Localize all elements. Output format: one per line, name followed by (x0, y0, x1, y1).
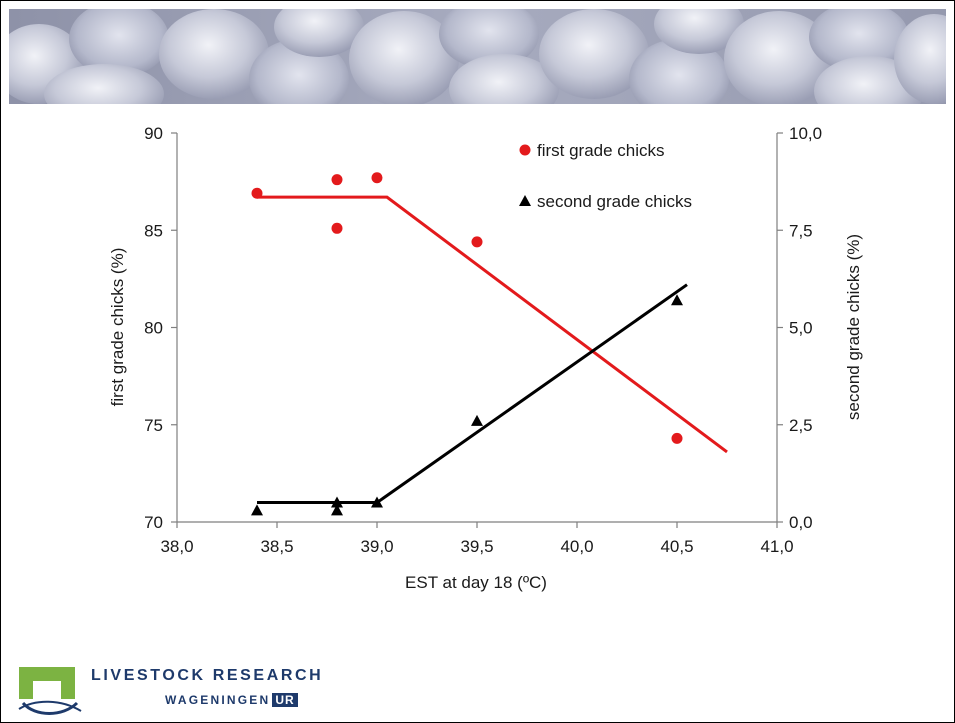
y-tick-label-right: 5,0 (789, 319, 813, 338)
x-tick-label: 39,5 (460, 537, 493, 556)
data-point-first-grade (331, 174, 343, 186)
x-axis-title: EST at day 18 (ºC) (405, 573, 547, 592)
data-point-first-grade (251, 187, 263, 199)
data-point-second-grade (471, 414, 483, 426)
y-axis-title-right: second grade chicks (%) (844, 234, 863, 420)
data-point-second-grade (331, 496, 343, 508)
y-tick-label-right: 7,5 (789, 221, 813, 240)
x-tick-label: 40,5 (660, 537, 693, 556)
y-tick-label-right: 0,0 (789, 513, 813, 532)
legend: first grade chicks second grade chicks (519, 141, 692, 211)
data-point-second-grade (331, 504, 343, 516)
legend-label-second-grade: second grade chicks (537, 192, 692, 211)
banner-chicks-photo (9, 9, 946, 104)
y-tick-label-left: 80 (144, 319, 163, 338)
data-point-second-grade (671, 294, 683, 306)
logo-emblem-icon (18, 667, 82, 715)
y-tick-label-left: 70 (144, 513, 163, 532)
axes: 38,0 38,5 39,0 39,5 40,0 40,5 41,0 70 75 80 85 90 0,… (144, 124, 822, 556)
data-point-second-grade (371, 496, 383, 508)
data-point-first-grade (371, 172, 383, 184)
legend-label-first-grade: first grade chicks (537, 141, 665, 160)
fit-line-second-grade (257, 283, 688, 505)
logo-text-livestock-research: LIVESTOCK RESEARCH (91, 667, 324, 684)
logo-ur-badge: UR (272, 693, 298, 707)
legend-marker-second-grade (519, 195, 531, 206)
y-tick-label-left: 75 (144, 416, 163, 435)
x-tick-label: 38,5 (260, 537, 293, 556)
x-tick-label: 38,0 (160, 537, 193, 556)
y-tick-label-left: 90 (144, 124, 163, 143)
legend-marker-first-grade (519, 144, 531, 156)
x-tick-label: 41,0 (760, 537, 793, 556)
y-axis-title-left: first grade chicks (%) (108, 248, 127, 407)
fit-line-first-grade (257, 195, 728, 454)
data-point-first-grade (471, 236, 483, 248)
logo-text-wageningen: WAGENINGEN UR (165, 693, 298, 707)
data-point-first-grade (331, 222, 343, 234)
x-tick-label: 39,0 (360, 537, 393, 556)
data-point-second-grade (251, 504, 263, 516)
fit-lines (257, 195, 728, 505)
y-tick-label-right: 2,5 (789, 416, 813, 435)
livestock-research-logo: LIVESTOCK RESEARCH WAGENINGEN UR (15, 659, 345, 719)
logo-wageningen: WAGENINGEN (165, 693, 271, 707)
y-tick-label-left: 85 (144, 221, 163, 240)
x-tick-label: 40,0 (560, 537, 593, 556)
data-markers (251, 172, 683, 516)
y-tick-label-right: 10,0 (789, 124, 822, 143)
data-point-first-grade (671, 432, 683, 444)
